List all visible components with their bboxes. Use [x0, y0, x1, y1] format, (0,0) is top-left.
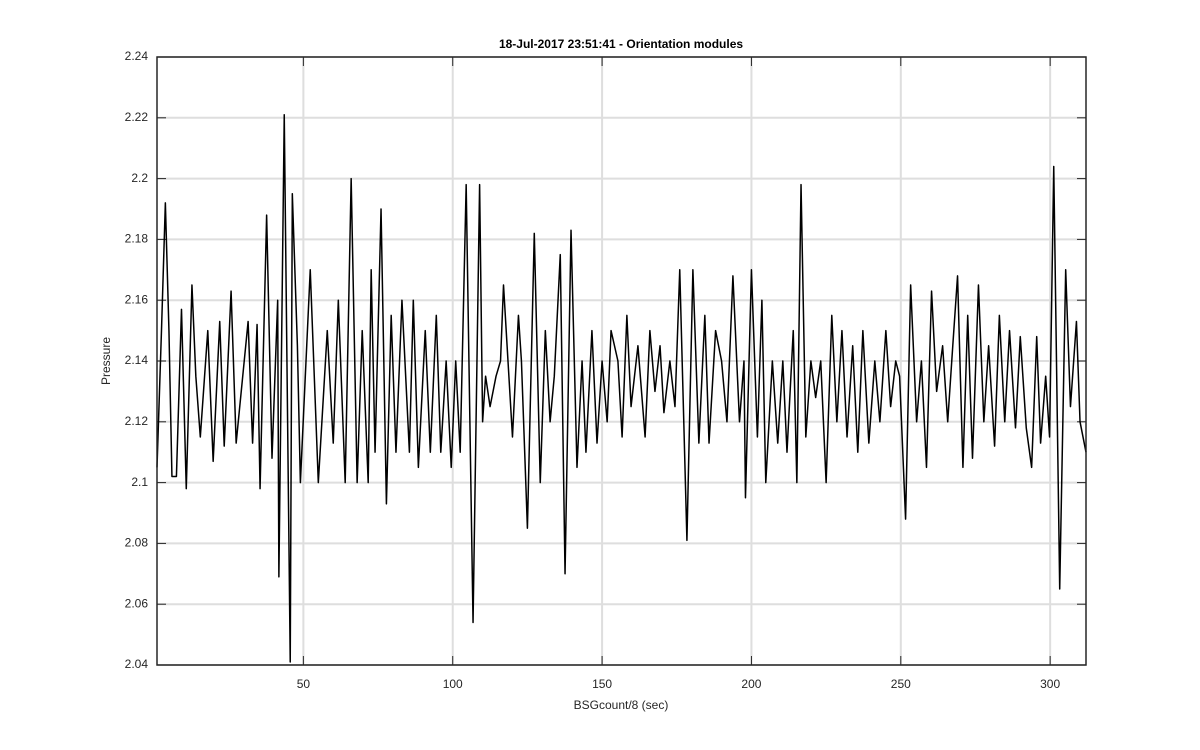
x-tick-label: 50	[297, 677, 311, 691]
y-tick-label: 2.24	[125, 49, 149, 63]
y-tick-label: 2.04	[125, 657, 149, 671]
y-tick-label: 2.16	[125, 292, 149, 306]
y-tick-label: 2.12	[125, 414, 149, 428]
data-line	[156, 114, 1087, 663]
x-tick-label: 300	[1040, 677, 1060, 691]
x-tick-label: 250	[891, 677, 911, 691]
axes-box	[156, 56, 1087, 666]
chart-title: 18-Jul-2017 23:51:41 - Orientation modul…	[499, 37, 743, 51]
x-axis-label: BSGcount/8 (sec)	[574, 698, 669, 712]
x-tick-label: 200	[741, 677, 761, 691]
y-tick-label: 2.2	[131, 171, 148, 185]
y-tick-label: 2.14	[125, 353, 149, 367]
y-tick-label: 2.22	[125, 110, 149, 124]
x-tick-label: 150	[592, 677, 612, 691]
y-axis-label: Pressure	[99, 337, 113, 385]
y-tick-label: 2.06	[125, 596, 149, 610]
y-tick-label: 2.08	[125, 536, 149, 550]
y-tick-label: 2.18	[125, 232, 149, 246]
x-tick-label: 100	[443, 677, 463, 691]
y-tick-label: 2.1	[131, 475, 148, 489]
